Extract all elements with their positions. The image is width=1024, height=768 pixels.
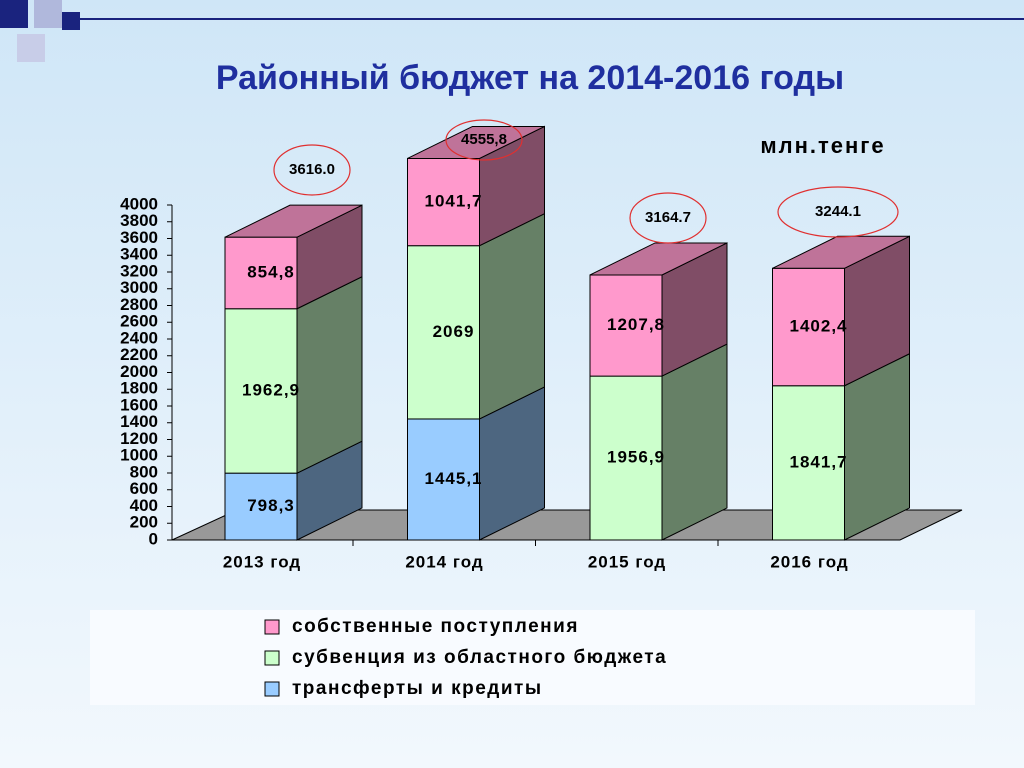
y-tick-label: 2600 <box>120 312 158 331</box>
value-label: 2069 <box>433 322 475 341</box>
bar-top <box>772 235 910 269</box>
x-tick-label: 2016 год <box>770 552 848 571</box>
bar-segment <box>407 245 480 420</box>
bar-side <box>844 352 910 541</box>
y-tick-label: 3000 <box>120 278 158 297</box>
bar-segment <box>407 418 480 541</box>
legend-swatch <box>264 681 280 697</box>
value-label: 1962,9 <box>242 380 300 399</box>
bar-top <box>407 125 545 159</box>
total-bubble <box>445 119 523 161</box>
value-label: 854,8 <box>247 262 295 281</box>
y-tick-label: 1600 <box>120 395 158 414</box>
legend-label: собственные поступления <box>292 616 579 637</box>
y-tick-label: 1800 <box>120 379 158 398</box>
value-label: 1956,9 <box>607 448 665 467</box>
x-tick-label: 2013 год <box>223 552 301 571</box>
value-label: 1402,4 <box>790 317 848 336</box>
unit-label: млн.тенге <box>760 133 885 158</box>
value-label: 1207,8 <box>607 315 665 334</box>
total-bubble <box>273 144 351 196</box>
bar-segment <box>589 375 663 541</box>
total-label: 3244.1 <box>815 203 861 220</box>
y-tick-label: 3200 <box>120 261 158 280</box>
bar-segment <box>224 472 298 541</box>
y-tick-label: 2000 <box>120 362 158 381</box>
total-bubble <box>629 192 707 244</box>
value-label: 1041,7 <box>425 192 483 211</box>
bar-segment <box>407 157 480 247</box>
y-tick-label: 200 <box>130 513 158 532</box>
total-label: 4555,8 <box>461 131 507 148</box>
y-tick-label: 2200 <box>120 345 158 364</box>
x-tick-label: 2015 год <box>588 552 666 571</box>
y-tick-label: 3800 <box>120 211 158 230</box>
value-label: 1445,1 <box>425 469 483 488</box>
value-label: 1841,7 <box>790 452 848 471</box>
legend-swatch <box>264 650 280 666</box>
decoration <box>0 0 1024 62</box>
bar-side <box>296 275 363 474</box>
bar-top <box>224 204 363 238</box>
bar-segment <box>224 308 298 474</box>
total-label: 3616.0 <box>289 161 335 178</box>
y-tick-label: 4000 <box>120 194 158 213</box>
y-tick-label: 600 <box>130 479 158 498</box>
value-label: 798,3 <box>247 496 295 515</box>
bar-segment <box>589 274 663 377</box>
total-bubble <box>777 186 899 238</box>
y-tick-label: 2800 <box>120 295 158 314</box>
y-tick-label: 1200 <box>120 429 158 448</box>
y-tick-label: 3400 <box>120 245 158 264</box>
total-label: 3164.7 <box>645 209 691 226</box>
bar-top <box>589 242 728 276</box>
y-tick-label: 1000 <box>120 446 158 465</box>
y-tick-label: 1400 <box>120 412 158 431</box>
y-tick-label: 800 <box>130 462 158 481</box>
y-tick-label: 0 <box>149 529 158 548</box>
x-tick-label: 2014 год <box>405 552 483 571</box>
legend-label: трансферты и кредиты <box>292 678 543 699</box>
bar-side <box>479 212 545 420</box>
bar-segment <box>224 236 298 310</box>
bar-side <box>661 343 728 541</box>
legend-swatch <box>264 619 280 635</box>
y-tick-label: 2400 <box>120 328 158 347</box>
legend-box <box>90 610 975 705</box>
chart-title: Районный бюджет на 2014-2016 годы <box>216 59 844 97</box>
y-tick-label: 400 <box>130 496 158 515</box>
bar-segment <box>772 267 845 387</box>
bar-segment <box>772 385 845 541</box>
y-tick-label: 3600 <box>120 228 158 247</box>
legend-label: субвенция из областного бюджета <box>292 647 667 668</box>
